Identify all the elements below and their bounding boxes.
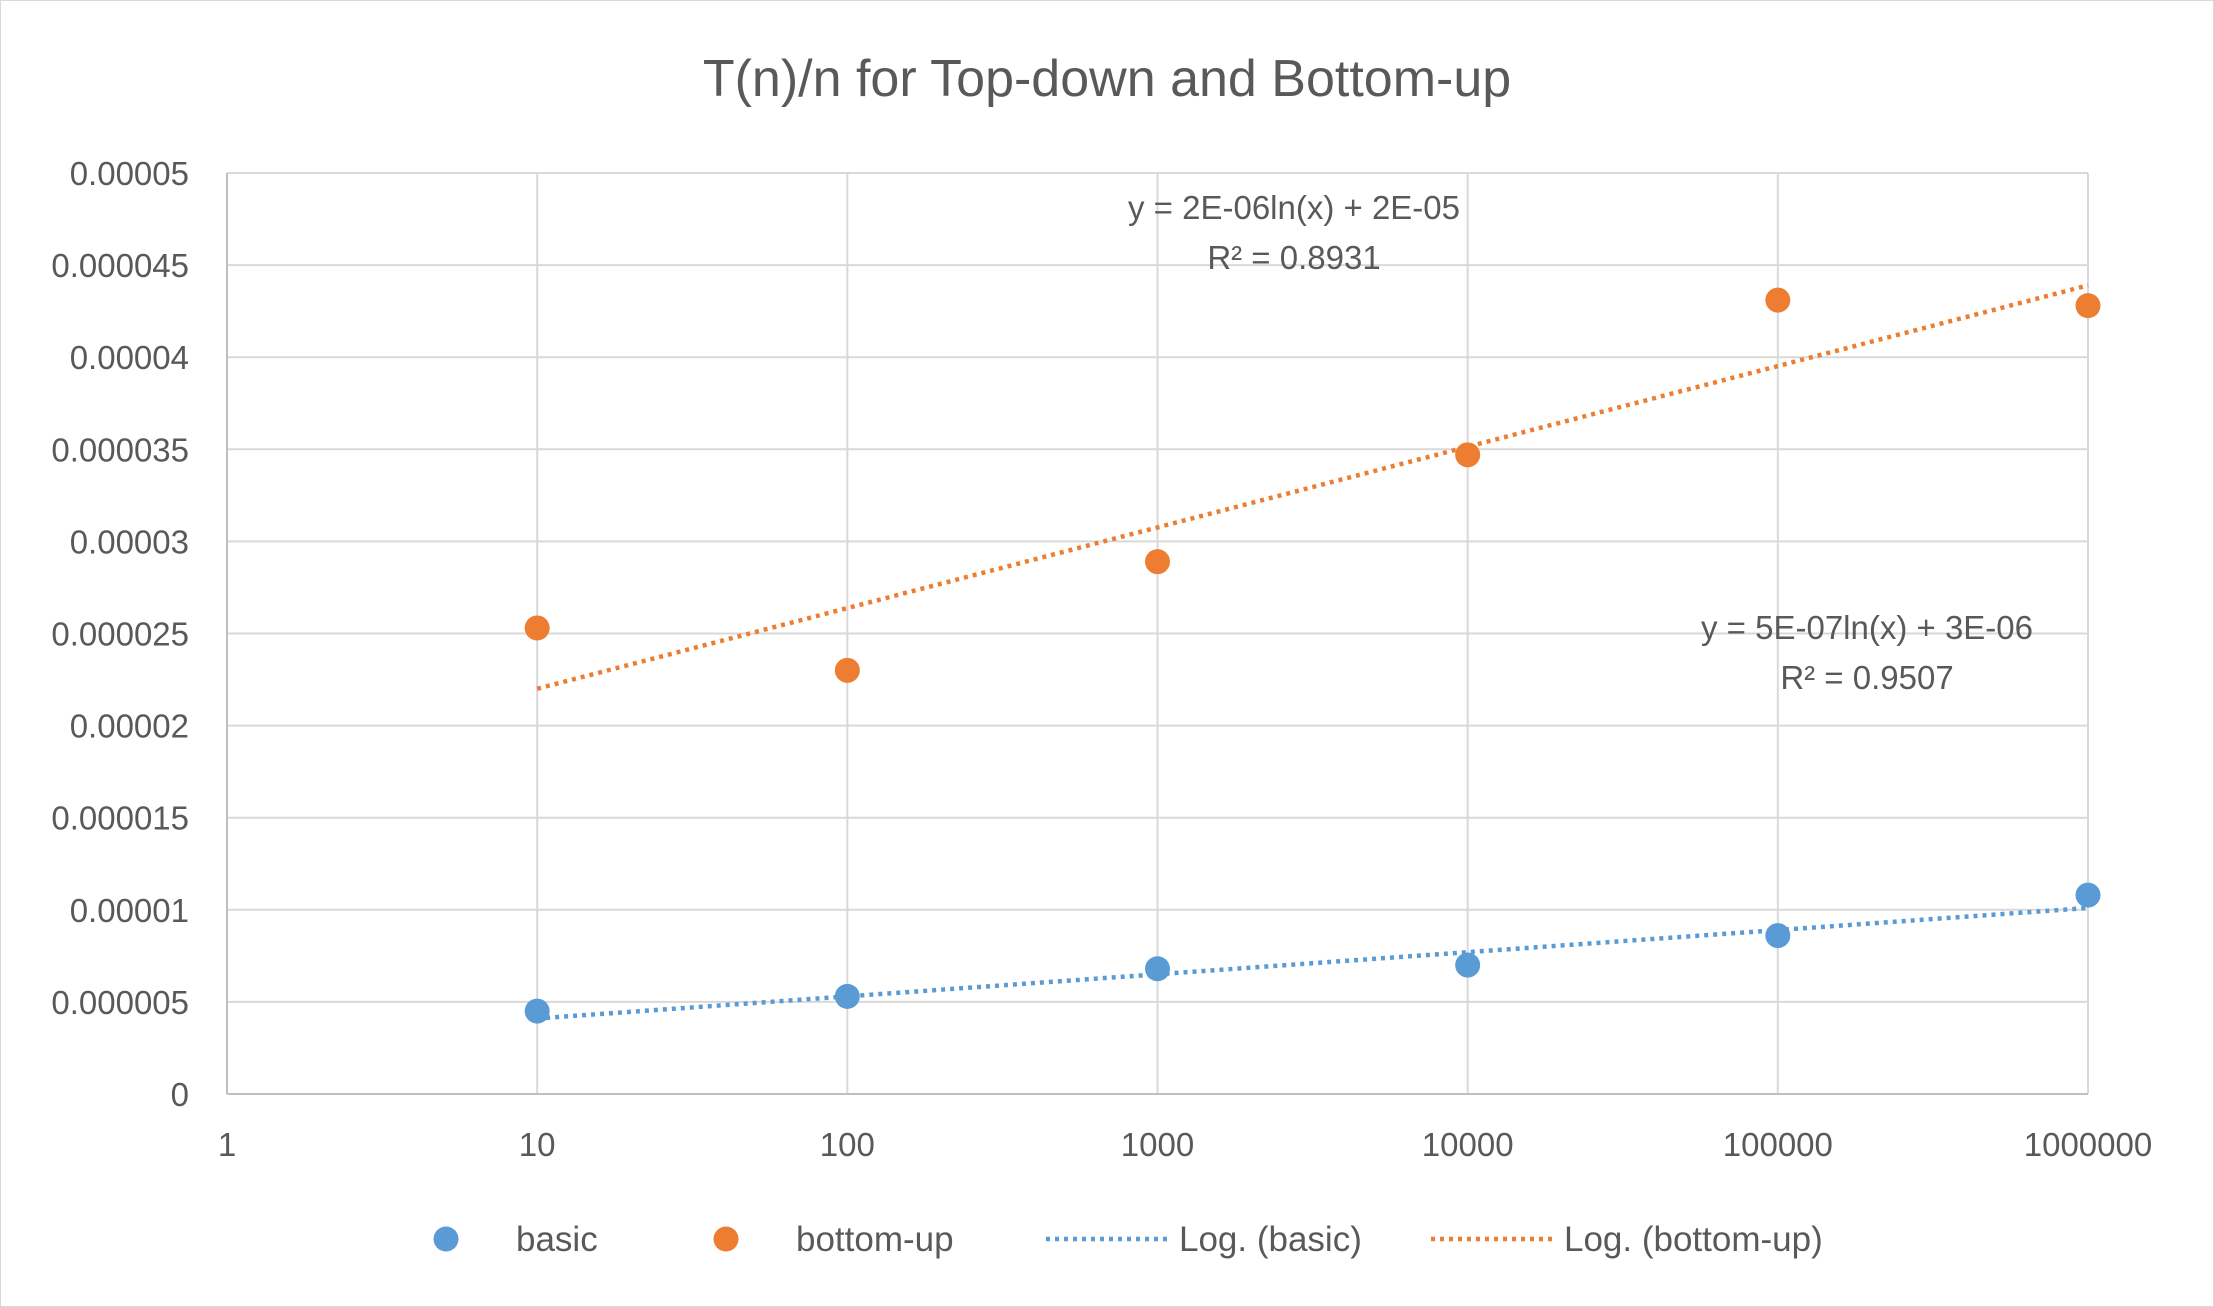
x-tick-label: 10 [519, 1126, 556, 1163]
y-tick-label: 0.000035 [51, 431, 189, 468]
trendline-r-squared: R² = 0.9507 [1780, 659, 1953, 696]
data-point-bottom-up [1455, 442, 1481, 468]
data-point-bottom-up [2075, 293, 2101, 319]
trendlines [536, 283, 2089, 1021]
legend-label: basic [516, 1220, 598, 1259]
x-tick-label: 1000000 [2024, 1126, 2152, 1163]
y-tick-label: 0.00003 [70, 523, 189, 560]
data-point-basic [1765, 923, 1791, 949]
data-point-bottom-up [524, 615, 550, 641]
chart-title: T(n)/n for Top-down and Bottom-up [703, 50, 1511, 108]
x-tick-label: 100000 [1723, 1126, 1833, 1163]
data-point-bottom-up [834, 657, 860, 683]
data-point-basic [834, 983, 860, 1009]
y-tick-label: 0.00001 [70, 892, 189, 929]
x-tick-label: 1000 [1121, 1126, 1194, 1163]
legend-label: Log. (bottom-up) [1564, 1220, 1823, 1259]
trendline-equations: y = 5E-07ln(x) + 3E-06 R² = 0.9507 y = 2E-… [1128, 189, 2033, 696]
data-point-bottom-up [1145, 549, 1170, 575]
trendline-basic [537, 905, 2089, 1021]
x-tick-label: 10000 [1422, 1126, 1514, 1163]
legend-label: Log. (basic) [1179, 1220, 1362, 1259]
data-point-basic [524, 998, 550, 1024]
trendline-r-squared: R² = 0.8931 [1207, 239, 1380, 276]
y-tick-label: 0.000015 [51, 800, 189, 837]
y-tick-label: 0 [171, 1076, 189, 1113]
y-tick-label: 0.000045 [51, 247, 189, 284]
trendline-bottom-up [536, 283, 2089, 691]
x-tick-label: 1 [218, 1126, 236, 1163]
legend-marker [713, 1226, 739, 1252]
y-tick-label: 0.00004 [70, 339, 189, 376]
legend-item-bottom-up: bottom-up [713, 1220, 954, 1259]
data-point-basic [1145, 956, 1170, 982]
legend-item-log-basic: Log. (basic) [1046, 1220, 1362, 1259]
legend-label: bottom-up [796, 1220, 954, 1259]
data-points [524, 287, 2101, 1024]
data-point-bottom-up [1765, 287, 1791, 313]
grid-layer [226, 172, 2089, 1095]
data-point-basic [2075, 882, 2101, 908]
y-axis-tick-labels: 0 0.000005 0.00001 0.000015 0.00002 0.000025 0… [51, 155, 189, 1113]
legend-item-basic: basic [433, 1220, 598, 1259]
trendline-equation: y = 5E-07ln(x) + 3E-06 [1701, 609, 2033, 646]
x-axis-tick-labels: 1 10 100 1000 10000 100000 1000000 [218, 1126, 2152, 1163]
legend-item-log-bottom-up: Log. (bottom-up) [1431, 1220, 1823, 1259]
legend-marker [433, 1226, 459, 1252]
y-tick-label: 0.000025 [51, 616, 189, 653]
y-tick-label: 0.00005 [70, 155, 189, 192]
y-tick-label: 0.000005 [51, 984, 189, 1021]
data-point-basic [1455, 952, 1481, 978]
x-tick-label: 100 [820, 1126, 875, 1163]
legend: basic bottom-up Log. (basic) Log. (bottom-u… [433, 1220, 1823, 1259]
y-tick-label: 0.00002 [70, 708, 189, 745]
trendline-equation: y = 2E-06ln(x) + 2E-05 [1128, 189, 1460, 226]
